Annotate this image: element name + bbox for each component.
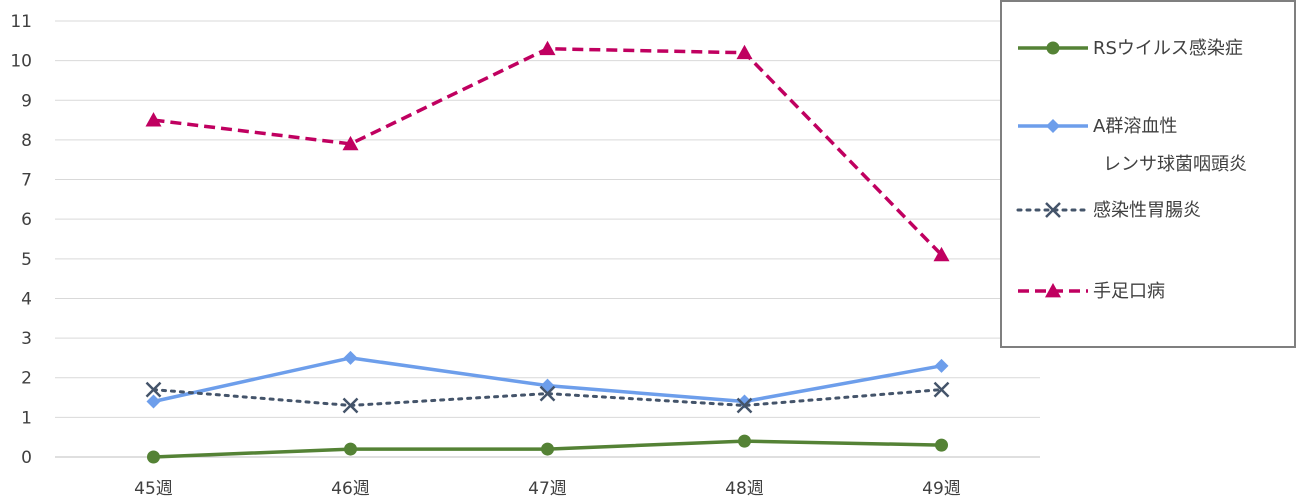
data-point bbox=[539, 385, 556, 402]
y-tick-label: 8 bbox=[21, 131, 32, 151]
y-tick-label: 1 bbox=[21, 408, 32, 428]
x-tick-label: 45週 bbox=[134, 479, 173, 499]
series-line bbox=[153, 46, 943, 257]
y-tick-label: 10 bbox=[10, 52, 32, 72]
y-tick-label: 3 bbox=[21, 329, 32, 349]
data-point bbox=[738, 434, 751, 448]
legend-marker bbox=[1045, 283, 1061, 298]
y-tick-label: 6 bbox=[21, 210, 32, 230]
x-tick-label: 46週 bbox=[331, 479, 370, 499]
legend-label: 感染性胃腸炎 bbox=[1093, 200, 1201, 221]
series-2 bbox=[145, 381, 950, 414]
legend-marker bbox=[1046, 41, 1060, 55]
y-tick-label: 0 bbox=[21, 448, 32, 468]
data-point bbox=[344, 442, 357, 456]
y-tick-label: 4 bbox=[21, 289, 32, 309]
data-point bbox=[145, 381, 162, 398]
data-point bbox=[933, 246, 950, 262]
y-tick-label: 5 bbox=[21, 250, 32, 270]
legend-label: A群溶血性 bbox=[1093, 116, 1177, 137]
legend-label: 手足口病 bbox=[1093, 281, 1165, 302]
data-point bbox=[736, 397, 753, 414]
x-tick-label: 48週 bbox=[725, 479, 764, 499]
y-tick-label: 11 bbox=[10, 12, 32, 32]
data-point bbox=[541, 442, 554, 456]
data-point bbox=[145, 112, 162, 127]
y-axis-ticks: 0 1 2 3 4 5 6 7 8 9 10 11 bbox=[10, 12, 32, 468]
data-point bbox=[736, 44, 753, 60]
legend-entry: RSウイルス感染症 bbox=[1018, 38, 1243, 59]
legend-entry: 手足口病 bbox=[1018, 281, 1165, 302]
data-point bbox=[147, 450, 160, 464]
data-point bbox=[933, 381, 950, 398]
legend-entry: 感染性胃腸炎 bbox=[1016, 200, 1201, 221]
gridlines bbox=[55, 20, 1040, 458]
legend-label-line2: レンサ球菌咽頭炎 bbox=[1103, 154, 1247, 175]
data-point bbox=[935, 438, 948, 452]
x-tick-label: 49週 bbox=[922, 479, 961, 499]
data-point bbox=[342, 397, 359, 414]
y-tick-label: 7 bbox=[21, 171, 32, 191]
data-point bbox=[146, 394, 161, 409]
data-point bbox=[934, 358, 949, 373]
series-lines bbox=[145, 40, 950, 464]
legend-marker bbox=[1045, 202, 1061, 218]
legend-marker bbox=[1046, 119, 1060, 133]
data-point bbox=[540, 378, 555, 393]
data-point bbox=[342, 135, 359, 151]
data-point bbox=[539, 40, 556, 56]
series-3 bbox=[145, 40, 950, 262]
y-tick-label: 2 bbox=[21, 369, 32, 389]
y-tick-label: 9 bbox=[21, 91, 32, 111]
legend-label: RSウイルス感染症 bbox=[1093, 38, 1243, 59]
data-point bbox=[343, 350, 358, 365]
x-axis-ticks: 45週 46週 47週 48週 49週 bbox=[134, 479, 961, 499]
x-tick-label: 47週 bbox=[528, 479, 567, 499]
series-0 bbox=[147, 434, 948, 464]
